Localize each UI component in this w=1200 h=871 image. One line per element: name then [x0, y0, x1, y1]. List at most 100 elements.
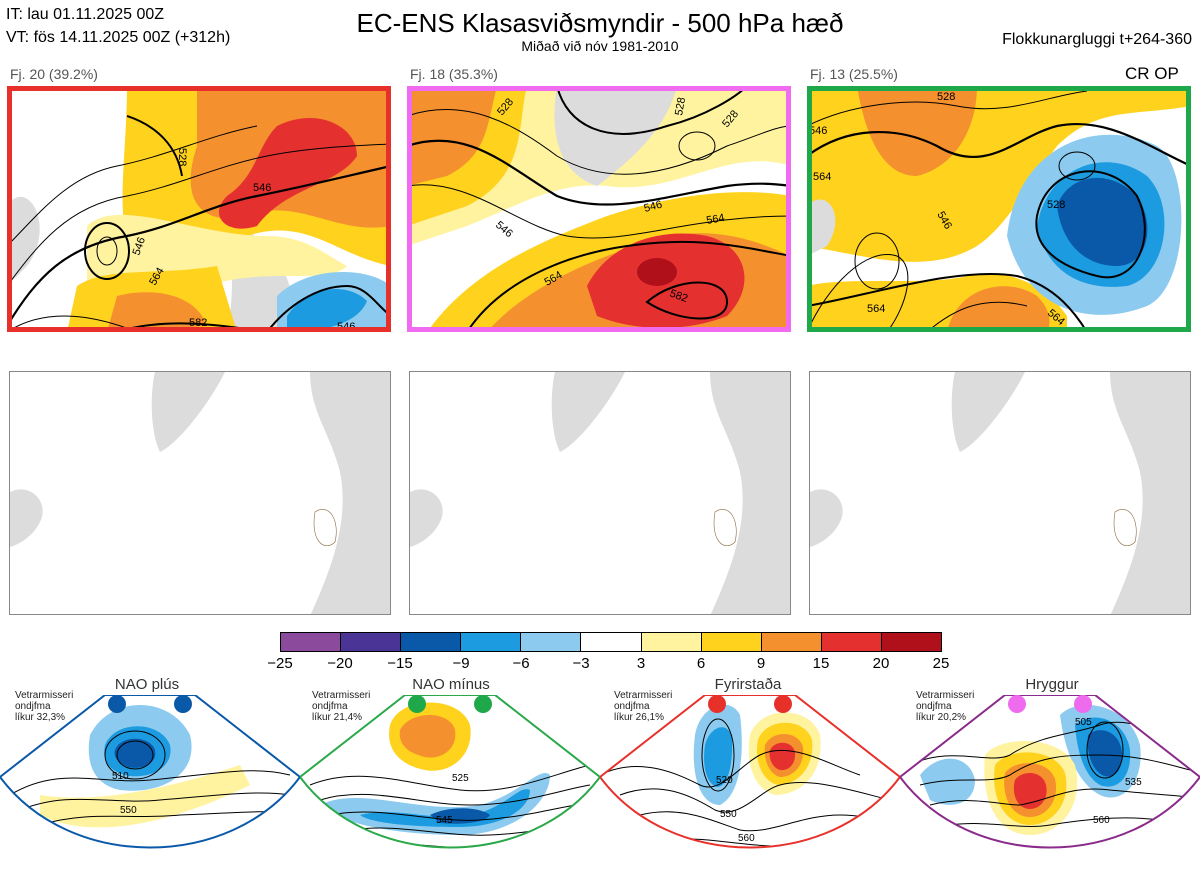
contour-label: 564: [867, 303, 885, 315]
cr-op-label: CR OP: [1125, 64, 1179, 83]
initial-time: IT: lau 01.11.2025 00Z: [6, 6, 165, 23]
contour-label: 550: [720, 809, 737, 820]
regime-3-title: Fyrirstaða: [714, 676, 782, 693]
cluster-3-label: Fj. 13 (25.5%): [810, 66, 898, 82]
cluster-2-anomaly-svg: 528 528 528 546 546 564 564 582: [407, 86, 791, 332]
regime-4-title: Hryggur: [1025, 676, 1079, 693]
base-map-3-svg: [810, 372, 1190, 614]
colorbar-segment: [281, 633, 342, 651]
regime-3-clim-3: líkur 26,1%: [614, 712, 665, 723]
cluster-2-label: Fj. 18 (35.3%): [410, 66, 498, 82]
contour-label: 582: [189, 317, 207, 329]
regime-1-climate: Vetrarmisseri ondjfma líkur 32,3%: [15, 690, 73, 723]
regime-3-clim-1: Vetrarmisseri: [614, 690, 673, 701]
contour-label: 528: [937, 91, 955, 103]
contour-label: 546: [253, 182, 271, 194]
colorbar-tick: −20: [327, 655, 353, 672]
regime-1-map: 510 550: [0, 695, 300, 849]
regime-1-clim-3: líkur 32,3%: [15, 712, 66, 723]
regime-4-climate: Vetrarmisseri ondjfma líkur 20,2%: [916, 690, 974, 723]
colorbar-tick: −25: [267, 655, 293, 672]
regime-4-dot-right: [1074, 695, 1092, 713]
colorbar-segment: [521, 633, 582, 651]
regime-4-dot-left: [1008, 695, 1026, 713]
base-map-2-svg: [410, 372, 790, 614]
colorbar-tick: −9: [452, 655, 470, 672]
land-greenland: [7, 196, 40, 286]
colorbar-segment: [821, 633, 882, 651]
valid-time: VT: fös 14.11.2025 00Z (+312h): [6, 29, 231, 46]
regime-4-clim-2: ondjfma: [916, 701, 952, 712]
colorbar-tick: 20: [872, 655, 890, 672]
colorbar-tick: 6: [696, 655, 706, 672]
regime-3-outline: [600, 695, 900, 849]
regime-2-climate: Vetrarmisseri ondjfma líkur 21,4%: [312, 690, 370, 723]
colorbar-tick: −15: [387, 655, 413, 672]
regime-1-title: NAO plús: [114, 676, 180, 693]
contour-label: 535: [1125, 777, 1142, 788]
colorbar-tick: 9: [756, 655, 766, 672]
cluster-1-anomaly-svg: 528 546 546 564 582 546: [7, 86, 391, 332]
colorbar-segment: [701, 633, 762, 651]
regime-2-clim-2: ondjfma: [312, 701, 348, 712]
regime-2-dot-right: [474, 695, 492, 713]
regime-3-dot-left: [708, 695, 726, 713]
colorbar-segment: [341, 633, 402, 651]
cluster-1-map: 528 546 546 564 582 546: [7, 86, 391, 332]
contour-label: 528: [673, 96, 688, 116]
regime-1-dot-left: [108, 695, 126, 713]
regime-3-map: 520 550 560: [600, 695, 900, 849]
contour-label: 528: [176, 148, 188, 166]
regime-3-dot-right: [774, 695, 792, 713]
regime-3-clim-2: ondjfma: [614, 701, 650, 712]
regime-1-clim-1: Vetrarmisseri: [15, 690, 74, 701]
contour-label: 546: [643, 199, 664, 215]
regime-4-map: 505 535 560: [900, 695, 1200, 849]
contour-label: 545: [436, 815, 453, 826]
regime-4-outline: [900, 695, 1200, 849]
cluster-1-label: Fj. 20 (39.2%): [10, 66, 98, 82]
regime-1-clim-2: ondjfma: [15, 701, 51, 712]
cluster-3-map: 528 546 564 528 546 564 564: [807, 86, 1191, 332]
contour-label: 546: [809, 125, 827, 137]
contour-label: 565: [446, 849, 463, 860]
colorbar-segment: [881, 633, 942, 651]
base-map-2: [409, 371, 791, 615]
regime-2-outline: [300, 695, 600, 849]
colorbar-segment: [641, 633, 702, 651]
colorbar-tick: −6: [512, 655, 530, 672]
regime-3-climate: Vetrarmisseri ondjfma líkur 26,1%: [614, 690, 672, 723]
colorbar-segment: [761, 633, 822, 651]
contour-label: 560: [1093, 815, 1110, 826]
colorbar-segment: [461, 633, 522, 651]
colorbar-tick: 15: [812, 655, 830, 672]
contour-label: 525: [452, 773, 469, 784]
regime-2-map: 525 545 565: [300, 695, 600, 860]
colorbar-tick: 3: [636, 655, 646, 672]
colorbar-segment: [401, 633, 462, 651]
cluster-1-border: [7, 86, 391, 332]
regime-2-title: NAO mínus: [412, 676, 490, 693]
cluster-3-border: [807, 86, 1191, 332]
base-map-1: [9, 371, 391, 615]
colorbar-segment: [581, 633, 642, 651]
base-map-1-svg: [10, 372, 390, 614]
page-title: EC-ENS Klasasviðsmyndir - 500 hPa hæð: [356, 8, 844, 38]
contour-label: 520: [716, 775, 733, 786]
regime-4-clim-1: Vetrarmisseri: [916, 690, 975, 701]
colorbar-tick: 25: [932, 655, 950, 672]
regime-2-clim-3: líkur 21,4%: [312, 712, 363, 723]
classification-window: Flokkunargluggi t+264-360: [1002, 31, 1192, 48]
colorbar: [280, 632, 942, 652]
contour-label: 550: [120, 805, 137, 816]
colorbar-tick: −3: [572, 655, 590, 672]
regime-4-clim-3: líkur 20,2%: [916, 712, 967, 723]
contour-label: 510: [112, 771, 129, 782]
page-subtitle: Miðað við nóv 1981-2010: [521, 38, 679, 54]
regime-2-clim-1: Vetrarmisseri: [312, 690, 371, 701]
contour-label: 528: [1047, 199, 1065, 211]
contour-label: 560: [738, 833, 755, 844]
regime-1-outline: [0, 695, 300, 849]
cluster-2-border: [407, 86, 791, 332]
contour-label: 505: [1075, 717, 1092, 728]
